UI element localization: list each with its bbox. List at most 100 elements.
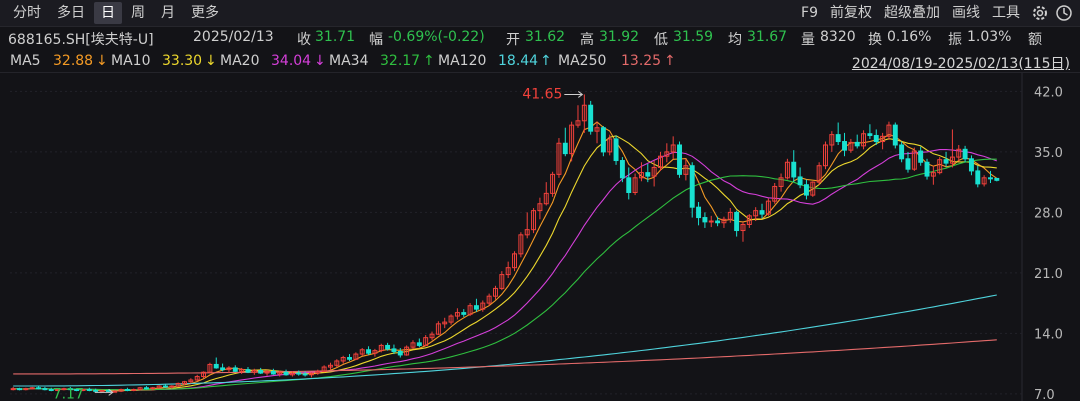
candle-down — [93, 389, 99, 392]
candle-down — [42, 388, 48, 391]
candle-up — [334, 360, 340, 366]
candle-up — [829, 134, 835, 146]
candle-down — [74, 388, 80, 391]
candle-up — [772, 185, 778, 202]
candle-up — [226, 367, 232, 371]
amplitude-label: 振 — [948, 32, 962, 48]
candle-down — [283, 371, 289, 376]
ma34-name: MA34 — [329, 53, 369, 69]
candlestick-chart[interactable]: 41.65 7.17 42.0 35.0 28.0 21.0 14.0 7.0 — [0, 73, 1080, 401]
candle-up — [537, 203, 543, 212]
candle-up — [670, 144, 676, 153]
candle-down — [975, 170, 981, 185]
candle-down — [835, 134, 841, 143]
candle-up — [708, 220, 714, 223]
candle-up — [981, 177, 987, 185]
candle-up — [454, 312, 460, 317]
candle-up — [493, 287, 498, 297]
tab-monthly[interactable]: 月 — [161, 5, 175, 21]
candle-up — [372, 350, 378, 354]
candle-up — [886, 124, 892, 137]
draw-line-button[interactable]: 画线 — [952, 5, 980, 21]
candle-up — [880, 135, 886, 143]
ma250-line — [13, 339, 997, 375]
candle-down — [302, 373, 308, 376]
candle-down — [842, 141, 847, 151]
forward-adjust-button[interactable]: 前复权 — [830, 5, 872, 21]
candle-up — [188, 379, 194, 383]
annotation-arrowhead — [108, 388, 114, 396]
candle-down — [232, 367, 238, 372]
candle-up — [823, 144, 828, 167]
candle-up — [118, 388, 124, 392]
candle-up — [467, 305, 473, 315]
ma250-name: MA250 — [558, 53, 607, 69]
candle-down — [696, 206, 702, 219]
candle-down — [702, 217, 708, 223]
ma250-arrow: ↑ — [664, 53, 676, 69]
candle-up — [264, 370, 270, 374]
candle-up — [340, 357, 346, 362]
candle-up — [664, 151, 670, 157]
candle-up — [816, 165, 822, 183]
candle-up — [499, 274, 505, 289]
candle-up — [569, 124, 575, 155]
quote-info-bar: 688165.SH[埃夫特-U] 2025/02/13 收 31.71 幅 -0… — [0, 27, 1080, 49]
candle-up — [651, 166, 657, 177]
avg-label: 均 — [728, 32, 742, 48]
overlay-button[interactable]: 超级叠加 — [884, 5, 940, 21]
max-price-label: 41.65 — [522, 86, 562, 102]
candle-down — [473, 305, 479, 310]
candle-down — [873, 134, 879, 143]
candle-down — [892, 124, 898, 146]
candle-up — [23, 388, 29, 391]
tab-more[interactable]: 更多 — [191, 5, 219, 21]
turnover-label: 换 — [868, 32, 882, 48]
ma20-arrow: ↓ — [314, 53, 326, 69]
tools-button[interactable]: 工具 — [992, 5, 1020, 21]
candle-down — [924, 161, 930, 177]
candle-up — [169, 385, 175, 388]
f9-button[interactable]: F9 — [801, 5, 818, 21]
tab-weekly[interactable]: 周 — [131, 5, 145, 21]
moving-average-lines — [13, 121, 998, 392]
y-tick-label: 42.0 — [1034, 85, 1063, 100]
ma34-line — [13, 158, 997, 391]
candle-up — [131, 388, 137, 391]
avg-value: 31.67 — [747, 29, 788, 45]
tab-multi-day[interactable]: 多日 — [57, 5, 85, 21]
gear-icon[interactable] — [1030, 3, 1050, 23]
candle-up — [251, 369, 257, 373]
clock-icon[interactable] — [1054, 3, 1074, 23]
candle-up — [378, 344, 384, 352]
candle-up — [308, 372, 314, 376]
candle-up — [956, 148, 962, 158]
candle-down — [143, 387, 149, 390]
candle-down — [67, 388, 73, 391]
change-value: -0.69%(-0.22) — [388, 29, 485, 45]
candle-down — [347, 357, 352, 360]
candle-up — [410, 342, 416, 348]
candle-down — [791, 161, 797, 178]
candle-up — [80, 388, 86, 391]
ma5-arrow: ↓ — [96, 53, 108, 69]
toolbar: 分时 多日 日 周 月 更多 F9 前复权 超级叠加 画线 工具 — [0, 0, 1080, 27]
candle-down — [245, 369, 251, 373]
candle-up — [594, 127, 600, 132]
date-range[interactable]: 2024/08/19-2025/02/13(115日) — [851, 56, 1070, 72]
candle-down — [854, 141, 860, 147]
volume-value: 8320 — [820, 29, 856, 45]
candle-up — [727, 211, 733, 220]
candle-up — [746, 215, 752, 225]
candle-up — [524, 229, 530, 236]
candle-up — [937, 159, 943, 174]
candle-down — [213, 363, 219, 369]
candle-down — [163, 385, 168, 388]
tab-intraday[interactable]: 分时 — [13, 5, 41, 21]
candle-up — [137, 387, 143, 390]
tab-daily[interactable]: 日 — [94, 2, 122, 24]
candle-up — [55, 388, 61, 391]
ma120-value: 18.44 — [498, 53, 539, 69]
grid-lines — [10, 73, 1023, 401]
candle-up — [531, 210, 537, 231]
